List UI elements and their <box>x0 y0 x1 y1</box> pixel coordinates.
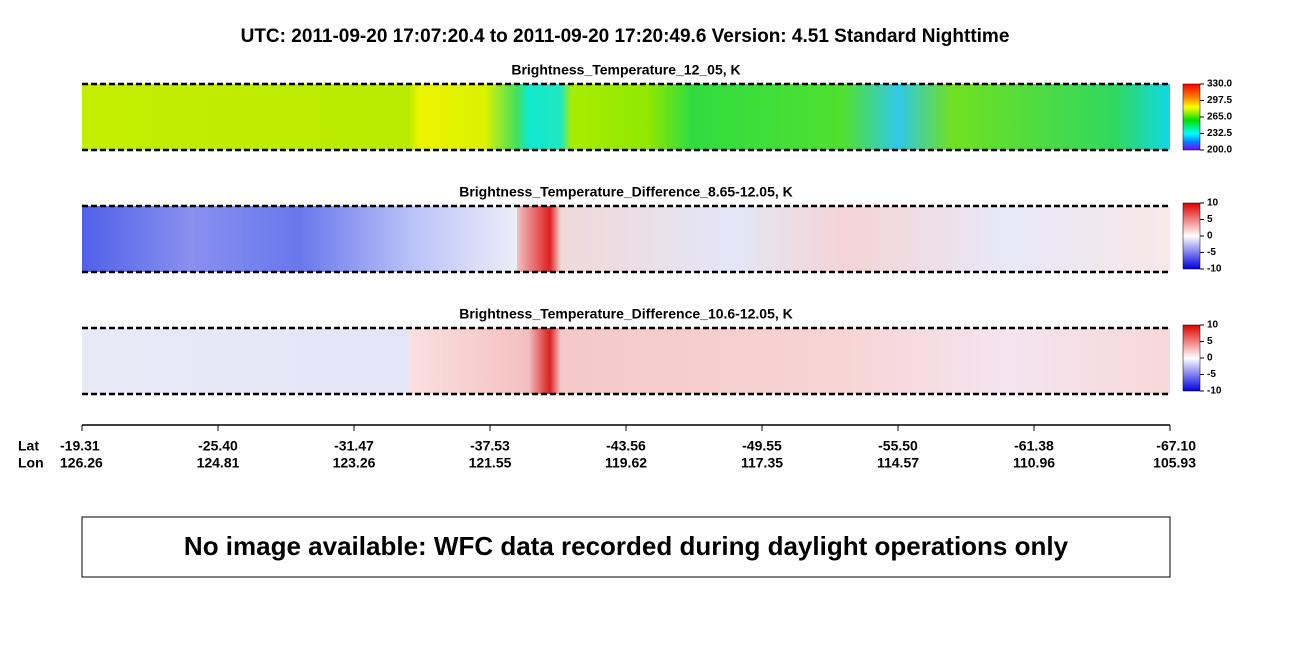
colorbar-tick-label: 265.0 <box>1207 112 1232 123</box>
colorbar-tick-label: -10 <box>1207 264 1222 275</box>
colorbar-tick-label: 5 <box>1207 336 1213 347</box>
lat-label: Lat <box>18 438 39 454</box>
lat-tick-label: -43.56 <box>606 438 646 454</box>
panel-title: Brightness_Temperature_Difference_10.6-1… <box>459 306 793 322</box>
lon-tick-label: 123.26 <box>333 455 376 471</box>
lat-tick-label: -19.31 <box>60 438 100 454</box>
lon-tick-label: 124.81 <box>197 455 240 471</box>
data-strip <box>82 206 1170 272</box>
colorbar <box>1182 83 1201 151</box>
lat-tick-label: -49.55 <box>742 438 782 454</box>
page-title: UTC: 2011-09-20 17:07:20.4 to 2011-09-20… <box>241 26 1010 47</box>
lon-label: Lon <box>18 455 44 471</box>
lat-tick-label: -37.53 <box>470 438 510 454</box>
colorbar-tick-label: 330.0 <box>1207 79 1232 90</box>
colorbar-tick-label: 0 <box>1207 353 1213 364</box>
colorbar <box>1182 202 1201 270</box>
lon-tick-label: 105.93 <box>1153 455 1196 471</box>
message: No image available: WFC data recorded du… <box>184 531 1069 561</box>
lon-tick-label: 119.62 <box>605 455 647 471</box>
lat-tick-label: -67.10 <box>1156 438 1196 454</box>
colorbar-tick-label: -10 <box>1207 386 1222 397</box>
colorbar-tick-label: 0 <box>1207 231 1213 242</box>
colorbar-tick-label: 5 <box>1207 214 1213 225</box>
lon-tick-label: 110.96 <box>1013 455 1055 471</box>
lon-tick-label: 126.26 <box>60 455 103 471</box>
colorbar-tick-label: -5 <box>1207 369 1216 380</box>
colorbar <box>1182 324 1201 392</box>
panel-title: Brightness_Temperature_Difference_8.65-1… <box>459 184 793 200</box>
lon-tick-label: 121.55 <box>469 455 512 471</box>
lon-tick-label: 117.35 <box>741 455 783 471</box>
colorbar-tick-label: -5 <box>1207 247 1216 258</box>
message-box <box>81 516 1171 578</box>
lon-tick-label: 114.57 <box>877 455 919 471</box>
lat-tick-label: -25.40 <box>198 438 238 454</box>
colorbar-tick-label: 200.0 <box>1207 145 1232 156</box>
data-strip <box>82 84 1170 150</box>
lat-tick-label: -55.50 <box>878 438 918 454</box>
colorbar-tick-label: 10 <box>1207 320 1219 331</box>
data-strip <box>82 328 1170 394</box>
colorbar-tick-label: 297.5 <box>1207 95 1232 106</box>
lat-tick-label: -31.47 <box>334 438 374 454</box>
colorbar-tick-label: 10 <box>1207 198 1219 209</box>
panel-title: Brightness_Temperature_12_05, K <box>511 62 740 78</box>
colorbar-tick-label: 232.5 <box>1207 128 1232 139</box>
lat-tick-label: -61.38 <box>1014 438 1054 454</box>
